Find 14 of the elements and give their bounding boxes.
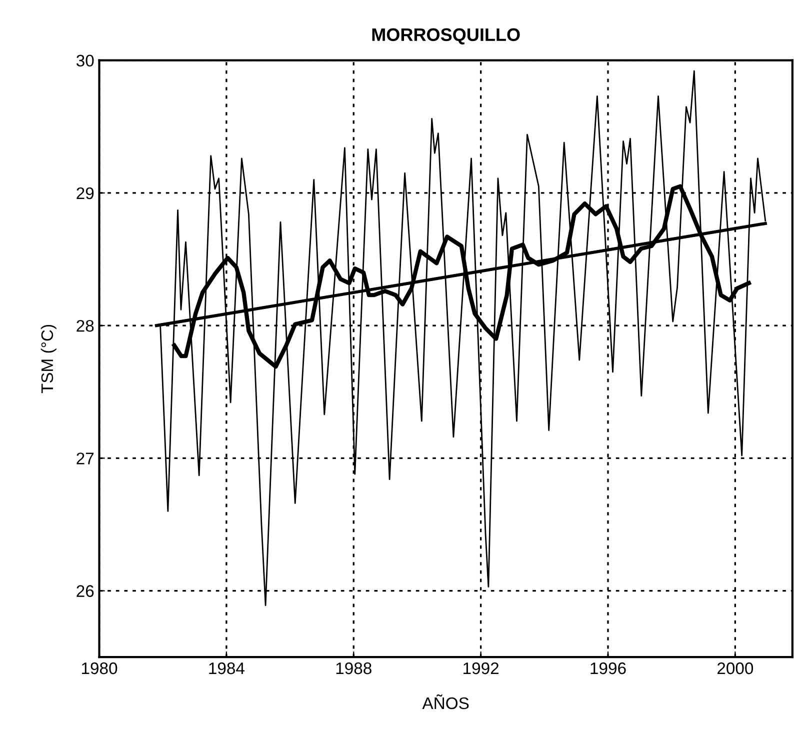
y-tick-label: 28 [76, 320, 94, 332]
x-tick-label: 1992 [464, 662, 499, 674]
x-axis-title: AÑOS [422, 694, 469, 710]
y-tick-label: 30 [76, 54, 94, 67]
y-tick-label: 29 [76, 187, 94, 200]
x-tick-label: 1988 [336, 662, 372, 674]
chart-title: MORROSQUILLO [372, 28, 520, 44]
y-tick-label: 27 [76, 452, 94, 464]
y-axis-title: TSM (°C) [40, 324, 56, 394]
x-tick-label: 2000 [717, 662, 754, 674]
x-tick-label: 1980 [82, 662, 118, 674]
y-tick-label: 26 [76, 585, 94, 597]
x-tick-label: 1996 [590, 662, 626, 674]
x-tick-label: 1984 [209, 662, 244, 674]
